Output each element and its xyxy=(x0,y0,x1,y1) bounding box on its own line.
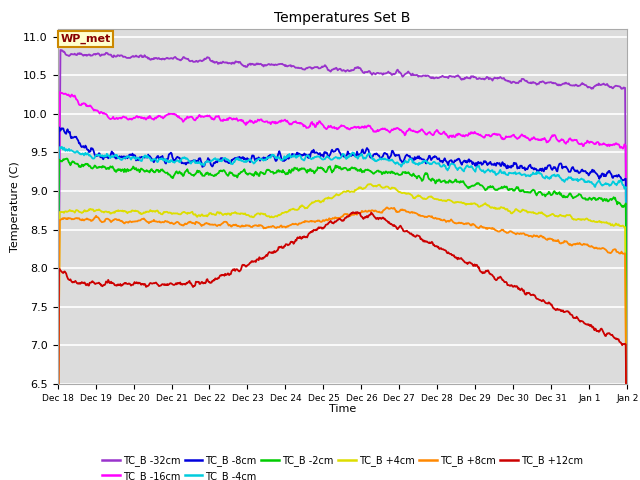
TC_B -2cm xyxy=(54,447,61,453)
TC_B -4cm xyxy=(54,442,61,447)
X-axis label: Time: Time xyxy=(329,404,356,414)
TC_B +12cm xyxy=(385,219,393,225)
TC_B -32cm xyxy=(623,384,631,389)
TC_B -16cm xyxy=(90,107,97,112)
TC_B -16cm xyxy=(545,138,552,144)
TC_B -32cm xyxy=(385,70,393,76)
TC_B -4cm xyxy=(417,160,425,166)
TC_B -8cm xyxy=(486,159,494,165)
TC_B -2cm xyxy=(623,472,631,478)
TC_B +8cm xyxy=(417,213,425,219)
Text: WP_met: WP_met xyxy=(60,34,111,44)
TC_B -8cm xyxy=(90,147,97,153)
TC_B -16cm xyxy=(417,127,425,132)
TC_B -16cm xyxy=(486,133,494,139)
TC_B -8cm xyxy=(55,124,63,130)
TC_B +4cm xyxy=(366,181,374,187)
TC_B +4cm xyxy=(486,204,494,210)
Line: TC_B +4cm: TC_B +4cm xyxy=(58,184,627,480)
TC_B -4cm xyxy=(545,175,552,180)
Y-axis label: Temperature (C): Temperature (C) xyxy=(10,161,20,252)
TC_B +4cm xyxy=(385,185,393,191)
TC_B -32cm xyxy=(545,80,552,85)
TC_B -2cm xyxy=(63,156,70,161)
TC_B +4cm xyxy=(545,213,552,219)
TC_B +12cm xyxy=(400,228,408,234)
TC_B +4cm xyxy=(417,194,425,200)
TC_B +12cm xyxy=(89,278,97,284)
TC_B -32cm xyxy=(90,52,97,58)
TC_B -2cm xyxy=(385,169,393,175)
TC_B -32cm xyxy=(54,465,61,470)
TC_B +12cm xyxy=(545,300,552,305)
TC_B +8cm xyxy=(400,207,408,213)
TC_B -32cm xyxy=(400,72,408,78)
TC_B +8cm xyxy=(383,204,391,210)
TC_B -16cm xyxy=(385,129,393,134)
Line: TC_B +8cm: TC_B +8cm xyxy=(58,207,627,480)
TC_B -16cm xyxy=(623,388,631,394)
TC_B -2cm xyxy=(545,189,552,195)
TC_B -4cm xyxy=(486,169,494,175)
Line: TC_B -32cm: TC_B -32cm xyxy=(58,50,627,468)
TC_B -8cm xyxy=(385,156,393,162)
TC_B -16cm xyxy=(56,89,63,95)
TC_B +4cm xyxy=(89,206,97,212)
TC_B -8cm xyxy=(400,157,408,163)
Line: TC_B -2cm: TC_B -2cm xyxy=(58,158,627,475)
TC_B -4cm xyxy=(623,464,631,469)
TC_B +12cm xyxy=(417,236,425,241)
TC_B -4cm xyxy=(385,157,393,163)
Line: TC_B -4cm: TC_B -4cm xyxy=(58,147,627,467)
TC_B -2cm xyxy=(90,165,97,170)
TC_B -4cm xyxy=(400,161,408,167)
TC_B -4cm xyxy=(90,156,97,161)
TC_B +4cm xyxy=(400,190,408,196)
TC_B +8cm xyxy=(486,226,494,231)
TC_B -2cm xyxy=(400,169,408,175)
TC_B -8cm xyxy=(54,426,61,432)
TC_B -2cm xyxy=(486,183,494,189)
TC_B -32cm xyxy=(486,75,494,81)
TC_B -8cm xyxy=(623,457,631,463)
TC_B -8cm xyxy=(545,163,552,168)
TC_B +8cm xyxy=(89,217,97,223)
TC_B +8cm xyxy=(385,206,393,212)
TC_B +8cm xyxy=(545,236,552,242)
Line: TC_B -16cm: TC_B -16cm xyxy=(58,92,627,480)
Title: Temperatures Set B: Temperatures Set B xyxy=(274,11,411,25)
Line: TC_B -8cm: TC_B -8cm xyxy=(58,127,627,460)
Line: TC_B +12cm: TC_B +12cm xyxy=(58,212,627,480)
TC_B -2cm xyxy=(417,176,425,182)
TC_B +12cm xyxy=(486,271,494,276)
Legend: TC_B -32cm, TC_B -16cm, TC_B -8cm, TC_B -4cm, TC_B -2cm, TC_B +4cm, TC_B +8cm, T: TC_B -32cm, TC_B -16cm, TC_B -8cm, TC_B … xyxy=(99,451,586,480)
TC_B -32cm xyxy=(56,47,64,53)
TC_B -16cm xyxy=(400,131,408,136)
TC_B -8cm xyxy=(417,156,425,161)
TC_B -32cm xyxy=(417,73,425,79)
TC_B +12cm xyxy=(353,209,361,215)
TC_B -4cm xyxy=(58,144,66,150)
